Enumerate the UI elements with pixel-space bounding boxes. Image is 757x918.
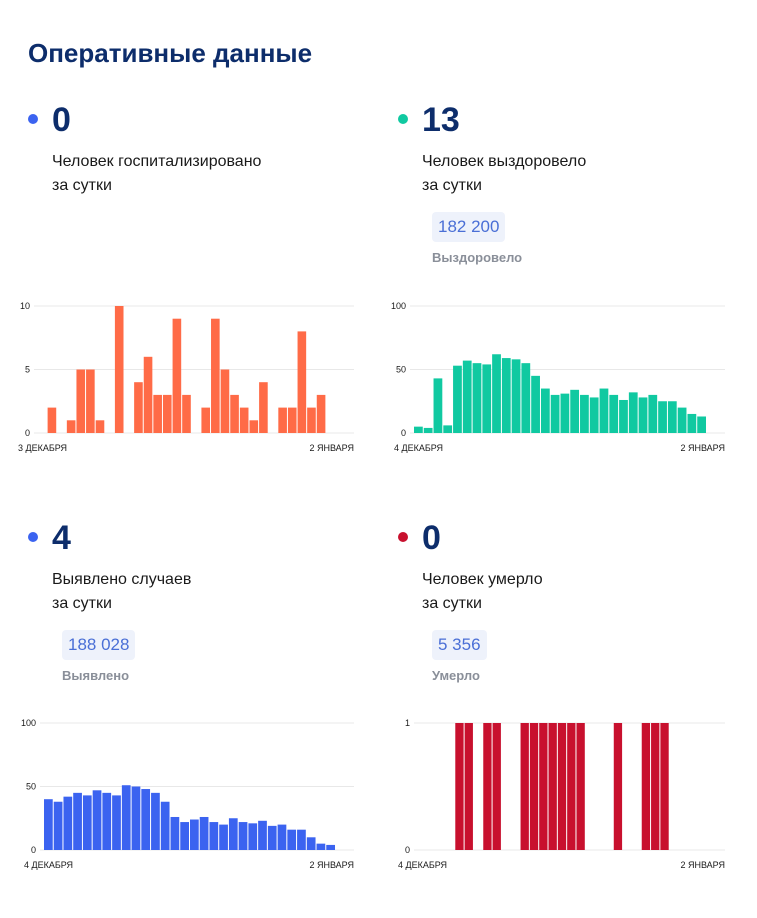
card-recovered: 13 Человек выздоровело за сутки 182 200 …: [398, 100, 738, 500]
card-deaths: 0 Человек умерло за сутки 5 356 Умерло: [398, 518, 738, 918]
recovered-line2: за сутки: [422, 177, 482, 194]
hospitalized-value: 0: [52, 101, 71, 139]
recovered-total-label: Выздоровело: [432, 250, 523, 265]
recovered-dot: [398, 114, 408, 124]
cases-dot: [28, 532, 38, 542]
deaths-line1: Человек умерло: [422, 571, 543, 588]
cases-line1: Выявлено случаев: [52, 571, 192, 588]
deaths-value: 0: [422, 519, 441, 557]
cases-total: 188 028: [62, 630, 136, 660]
page-title: Оперативные данные: [28, 38, 313, 68]
hospitalized-dot: [28, 114, 38, 124]
deaths-dot: [398, 532, 408, 542]
deaths-description: Человек умерло за сутки: [422, 568, 722, 616]
hospitalized-line2: за сутки: [52, 177, 112, 194]
deaths-total-label: Умерло: [432, 668, 480, 683]
cases-value: 4: [52, 519, 71, 557]
recovered-description: Человек выздоровело за сутки: [422, 150, 722, 198]
cases-line2: за сутки: [52, 595, 112, 612]
deaths-total: 5 356: [432, 630, 487, 660]
recovered-line1: Человек выздоровело: [422, 153, 587, 170]
card-hospitalized: 0 Человек госпитализировано за сутки: [28, 100, 368, 500]
cases-total-label: Выявлено: [62, 668, 130, 683]
deaths-line2: за сутки: [422, 595, 482, 612]
recovered-value: 13: [422, 101, 460, 139]
card-cases: 4 Выявлено случаев за сутки 188 028 Выяв…: [28, 518, 368, 918]
cases-description: Выявлено случаев за сутки: [52, 568, 352, 616]
hospitalized-line1: Человек госпитализировано: [52, 153, 262, 170]
hospitalized-description: Человек госпитализировано за сутки: [52, 150, 352, 198]
recovered-total: 182 200: [432, 212, 506, 242]
